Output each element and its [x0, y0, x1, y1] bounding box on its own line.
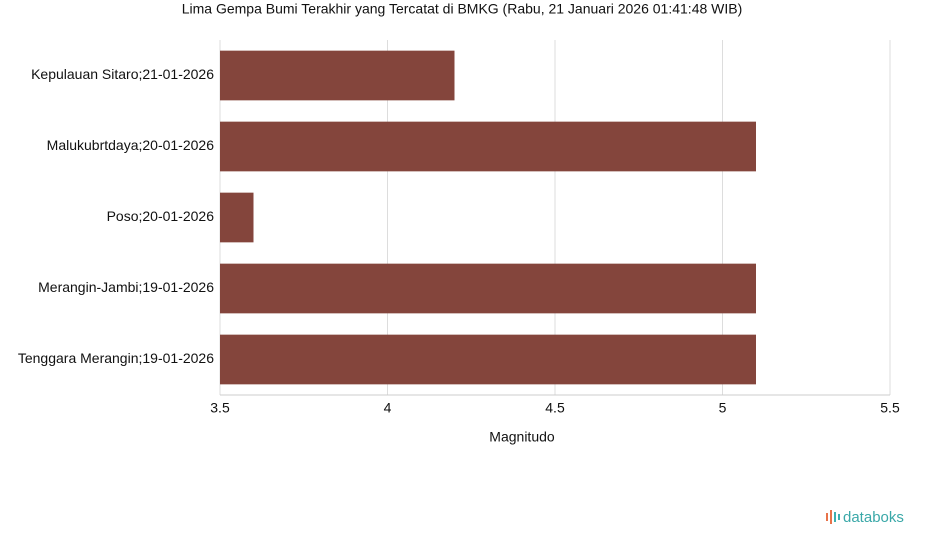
- bar: [220, 50, 455, 101]
- x-tick-label: 4: [384, 400, 392, 416]
- x-tick-label: 5.5: [880, 400, 900, 416]
- x-tick-label: 4.5: [545, 400, 565, 416]
- logo-icon: [838, 514, 840, 520]
- bar: [220, 334, 756, 385]
- logo: databoks: [826, 509, 904, 526]
- y-tick-label: Merangin-Jambi;19-01-2026: [38, 279, 214, 295]
- y-tick-label: Poso;20-01-2026: [107, 208, 215, 224]
- logo-icon: [826, 513, 828, 521]
- x-tick-label: 3.5: [210, 400, 230, 416]
- bar: [220, 121, 756, 172]
- chart-title: Lima Gempa Bumi Terakhir yang Tercatat d…: [182, 1, 743, 17]
- bar: [220, 192, 254, 243]
- logo-icon: [830, 510, 832, 524]
- logo-icon: [834, 512, 836, 522]
- y-tick-label: Malukubrtdaya;20-01-2026: [47, 137, 215, 153]
- x-axis-label: Magnitudo: [489, 429, 555, 445]
- y-tick-label: Tenggara Merangin;19-01-2026: [18, 350, 214, 366]
- source-logo: databoks: [843, 509, 904, 526]
- bar: [220, 263, 756, 314]
- y-tick-label: Kepulauan Sitaro;21-01-2026: [31, 66, 214, 82]
- x-tick-label: 5: [719, 400, 727, 416]
